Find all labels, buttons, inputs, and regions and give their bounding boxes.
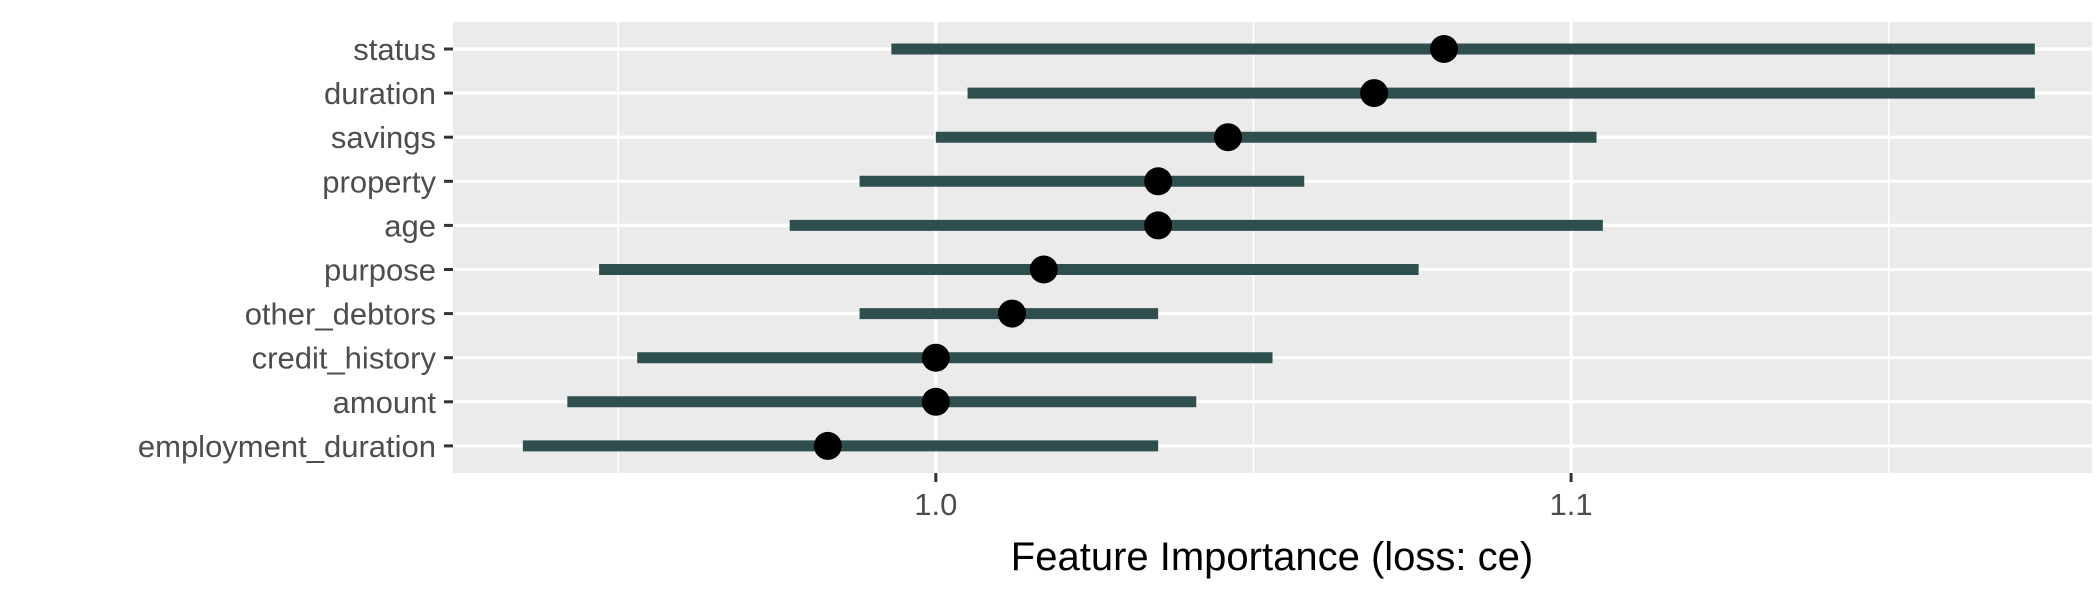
y-tick-label-duration: duration	[324, 76, 436, 111]
importance-point-credit_history	[921, 343, 950, 372]
importance-point-other_debtors	[998, 299, 1027, 328]
y-tick-label-other_debtors: other_debtors	[245, 297, 436, 332]
importance-point-age	[1144, 211, 1173, 240]
y-tick-label-savings: savings	[331, 120, 436, 155]
x-tick-label: 1.0	[914, 487, 957, 522]
y-tick-label-employment_duration: employment_duration	[138, 429, 436, 464]
importance-point-savings	[1214, 123, 1243, 152]
importance-points	[813, 35, 1459, 460]
y-tick-label-status: status	[353, 32, 436, 67]
importance-point-duration	[1360, 79, 1389, 108]
y-tick-label-property: property	[322, 164, 436, 199]
x-tick-label: 1.1	[1550, 487, 1593, 522]
y-tick-label-amount: amount	[333, 385, 437, 420]
y-tick-label-age: age	[384, 208, 436, 243]
importance-point-status	[1430, 35, 1459, 63]
y-tick-label-credit_history: credit_history	[252, 341, 437, 376]
y-axis: status duration savings property age purpose o…	[138, 32, 453, 464]
importance-point-amount	[921, 387, 950, 416]
x-axis: 1.0 1.1	[914, 473, 1593, 522]
importance-point-property	[1144, 167, 1173, 196]
importance-point-employment_duration	[813, 431, 842, 460]
y-tick-label-purpose: purpose	[324, 253, 436, 288]
importance-point-purpose	[1029, 255, 1058, 284]
x-axis-title: Feature Importance (loss: ce)	[1011, 535, 1533, 579]
